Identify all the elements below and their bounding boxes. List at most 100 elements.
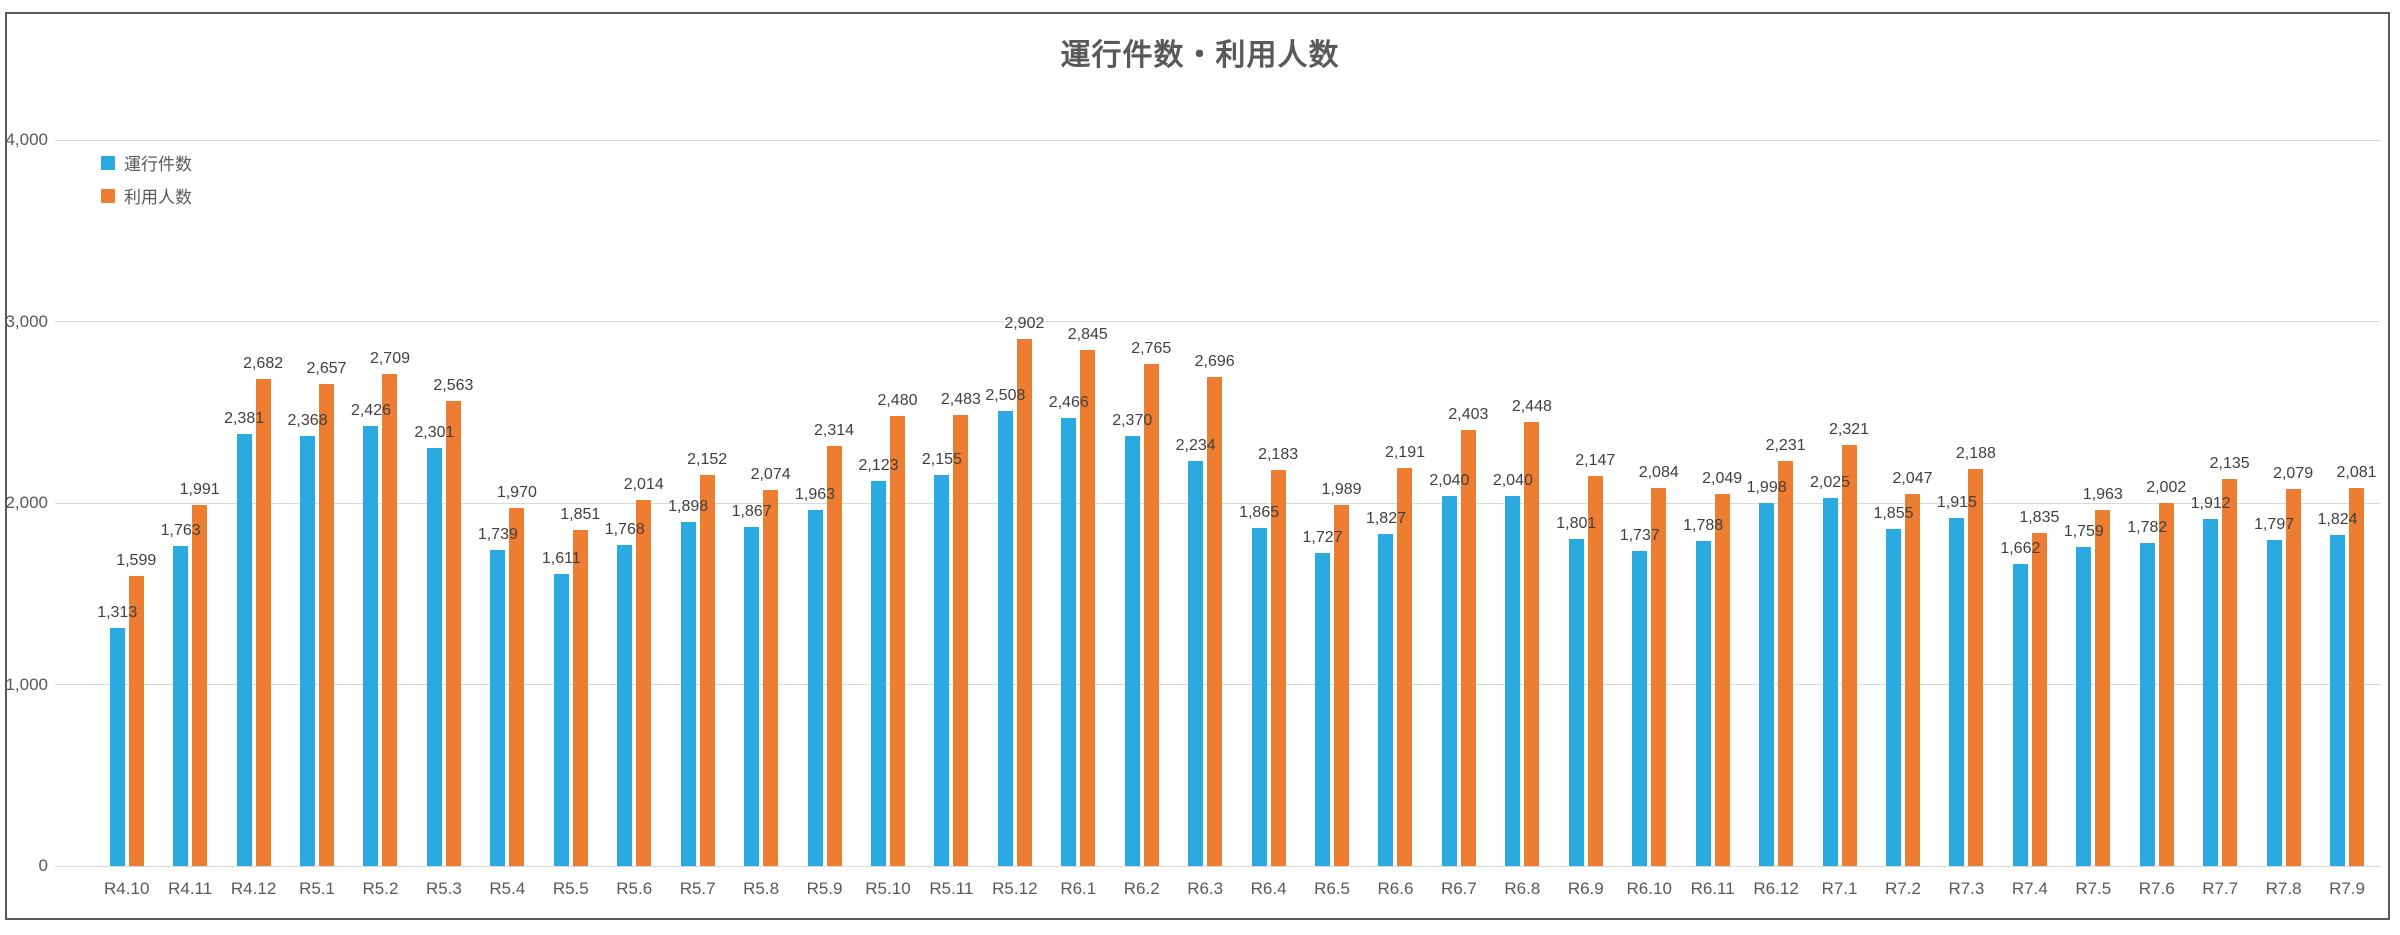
value-label: 2,002 [2146, 478, 2187, 496]
bar-group-R4.12: 2,381 2,682 R4.12 [222, 140, 285, 898]
x-tick-label: R5.7 [679, 879, 716, 898]
legend-swatch-operations [101, 155, 115, 170]
value-label: 1,797 [2254, 515, 2295, 533]
bar-users [1904, 494, 1920, 866]
bar-users [699, 475, 715, 866]
bar-users [763, 489, 779, 866]
barwrap: 2,426 [351, 402, 391, 866]
value-label: 2,049 [1702, 470, 1743, 488]
value-label: 1,788 [1683, 517, 1724, 535]
bar-group-R5.7: 1,898 2,152 R5.7 [666, 140, 729, 898]
value-label: 2,188 [1955, 444, 1996, 462]
value-label: 2,301 [414, 424, 455, 442]
x-tick-label: R4.11 [168, 879, 213, 898]
barwrap: 2,040 [1429, 472, 1469, 866]
gridline-0 [55, 865, 2380, 867]
bar-group-R5.9: 1,963 2,314 R5.9 [793, 140, 856, 898]
value-label: 2,709 [369, 350, 410, 368]
value-label: 2,155 [921, 450, 962, 468]
bar-users [1841, 444, 1857, 866]
value-label: 1,963 [795, 485, 836, 503]
x-tick-label: R4.10 [104, 879, 150, 898]
x-tick-label: R5.1 [299, 879, 335, 898]
barwrap: 2,079 [2273, 465, 2313, 866]
value-label: 2,314 [814, 422, 855, 440]
x-tick-label: R5.6 [616, 879, 653, 898]
value-label: 1,989 [1321, 481, 1362, 498]
barwrap: 2,314 [814, 422, 854, 866]
barwrap: 1,662 [2000, 540, 2040, 866]
bar-users [382, 374, 398, 866]
value-label: 2,657 [306, 359, 347, 377]
x-tick-label: R7.5 [2075, 879, 2112, 898]
value-label: 2,135 [2209, 454, 2250, 472]
bar-operations [1822, 498, 1838, 866]
barwrap: 1,989 [1322, 481, 1362, 866]
value-label: 1,998 [1746, 479, 1787, 497]
value-label: 2,483 [940, 391, 981, 409]
barwrap: 2,025 [1810, 474, 1850, 866]
plot-area: 1,313 1,599 R4.10 1,763 1,991 R4.11 2,381 2,682… [95, 140, 2379, 899]
barwrap: 2,014 [624, 476, 664, 866]
value-label: 2,074 [750, 465, 791, 483]
value-label: 1,611 [541, 549, 581, 567]
barwrap: 2,234 [1176, 437, 1216, 866]
bar-users [2158, 502, 2174, 866]
bar-operations [2203, 518, 2219, 866]
bar-operations [1949, 518, 1965, 866]
barwrap: 1,739 [478, 526, 518, 866]
barwrap: 1,855 [1873, 505, 1913, 866]
value-label: 1,801 [1556, 515, 1597, 533]
bar-operations [1378, 534, 1394, 866]
y-tick-label: 3,000 [5, 311, 48, 331]
legend-label-operations: 運行件数 [124, 155, 192, 174]
barwrap: 2,231 [1766, 437, 1806, 866]
bar-group-R6.11: 1,788 2,049 R6.11 [1681, 140, 1744, 898]
barwrap: 1,912 [2191, 495, 2231, 866]
x-tick-label: R5.9 [806, 879, 843, 898]
bar-group-R4.10: 1,313 1,599 R4.10 [95, 140, 158, 898]
bar-group-R4.11: 1,763 1,991 R4.11 [158, 140, 221, 898]
value-label: 1,970 [496, 484, 537, 502]
bar-operations [426, 448, 442, 866]
y-tick-label: 0 [38, 856, 48, 875]
value-label: 1,963 [2082, 485, 2123, 503]
bar-users [1207, 376, 1223, 866]
bar-operations [1251, 527, 1267, 866]
value-label: 2,426 [350, 401, 391, 419]
y-tick-label: 2,000 [5, 493, 48, 512]
bar-users [1016, 339, 1032, 866]
bar-operations [997, 410, 1013, 866]
value-label: 1,768 [604, 521, 645, 539]
bar-users [2222, 478, 2238, 866]
value-label: 2,084 [1638, 463, 1679, 481]
bar-operations [1695, 541, 1711, 866]
gridline-3000 [55, 321, 2380, 322]
barwrap: 1,963 [2083, 486, 2123, 866]
bar-group-R5.5: 1,611 1,851 R5.5 [539, 140, 602, 898]
bar-users [1397, 468, 1413, 866]
value-label: 1,915 [1936, 494, 1977, 512]
bar-operations [2012, 564, 2028, 866]
x-tick-label: R7.8 [2265, 879, 2302, 898]
value-label: 2,234 [1175, 436, 1216, 454]
x-tick-label: R6.9 [1567, 879, 1604, 898]
legend-label-users: 利用人数 [124, 188, 192, 207]
bar-group-R7.6: 1,782 2,002 R7.6 [2125, 140, 2188, 898]
bar-group-R5.10: 2,123 2,480 R5.10 [856, 140, 919, 898]
bar-group-R6.10: 1,737 2,084 R6.10 [1618, 140, 1681, 898]
x-tick-label: R5.11 [929, 879, 974, 898]
barwrap: 1,898 [668, 498, 708, 866]
bar-group-R6.8: 2,040 2,448 R6.8 [1491, 140, 1554, 898]
bar-group-R5.8: 1,867 2,074 R5.8 [729, 140, 792, 898]
value-label: 2,147 [1575, 452, 1616, 470]
x-tick-label: R7.3 [1948, 879, 1985, 898]
bar-operations [1885, 529, 1901, 866]
x-tick-label: R7.7 [2202, 879, 2239, 898]
barwrap: 2,135 [2210, 455, 2250, 866]
bar-group-R7.7: 1,912 2,135 R7.7 [2188, 140, 2251, 899]
bar-group-R6.6: 1,827 2,191 R6.6 [1364, 140, 1427, 898]
legend-item-operations: 運行件数 [101, 150, 192, 175]
x-tick-label: R5.12 [992, 879, 1038, 898]
